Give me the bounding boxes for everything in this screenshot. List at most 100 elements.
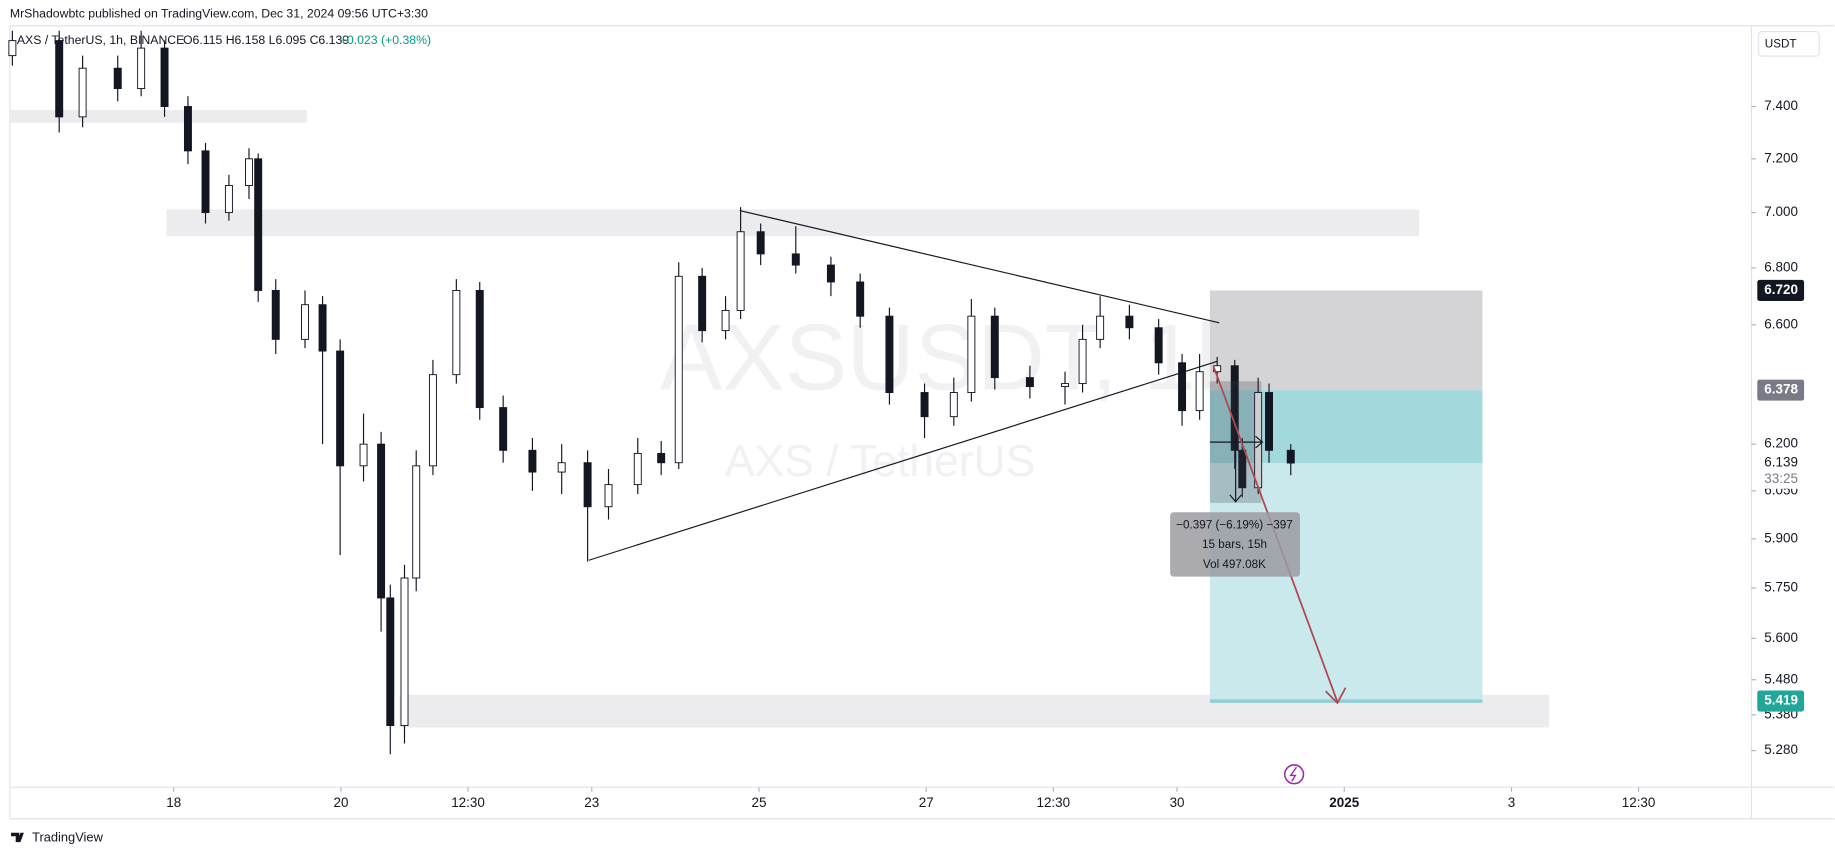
currency-label[interactable]: USDT <box>1765 38 1797 51</box>
y-tick-label: 6.800 <box>1764 259 1798 274</box>
candle-body <box>183 106 192 152</box>
zones <box>9 109 1550 728</box>
measure-tooltip <box>1170 512 1300 577</box>
candle-body <box>885 315 894 394</box>
position-tool <box>1209 290 1483 703</box>
x-tick-label: 18 <box>166 795 181 810</box>
last-price-bg <box>1754 453 1807 489</box>
candle-body <box>1195 371 1204 412</box>
candle-body <box>633 452 642 486</box>
candle-body <box>698 275 707 332</box>
candle-body <box>736 231 745 311</box>
candle-body <box>1238 449 1247 489</box>
candle-body <box>1178 362 1187 412</box>
candle-body <box>428 374 437 467</box>
x-tick-label: 30 <box>1170 795 1185 810</box>
zone <box>9 109 307 123</box>
ohlc-info: O6.115 H6.158 L6.095 C6.139 <box>183 33 349 47</box>
candle-body <box>245 158 253 186</box>
projection-arrow-head <box>1325 687 1347 705</box>
candle-body <box>160 47 169 107</box>
candle-body <box>1096 315 1105 340</box>
candle-body <box>1078 338 1087 385</box>
x-tick-label: 2025 <box>1329 795 1359 810</box>
candle-body <box>528 449 537 473</box>
trendline-lower <box>588 360 1218 561</box>
y-tick-label: 5.280 <box>1764 742 1798 757</box>
candle-body <box>1154 327 1163 364</box>
candle-body <box>721 309 730 332</box>
last-price-label: 6.139 <box>1764 455 1798 470</box>
measure-bars: 15 bars, 15h <box>1202 538 1267 551</box>
events-icon[interactable] <box>1284 764 1305 785</box>
candle-body <box>318 304 327 352</box>
candle-body <box>1265 392 1273 451</box>
candle-body <box>856 281 865 317</box>
candle-body <box>1125 315 1134 329</box>
candle-body <box>55 40 64 118</box>
y-tick-label: 5.900 <box>1764 530 1798 545</box>
stop-price-label-bg <box>1757 279 1805 301</box>
x-tick-label: 12:30 <box>1622 795 1656 810</box>
candles <box>8 30 1295 755</box>
candle-body <box>1286 449 1295 464</box>
candle-body <box>990 315 999 379</box>
candle-body <box>475 289 484 409</box>
candle-body <box>1061 383 1069 388</box>
candle-body <box>949 392 958 418</box>
logo-mark <box>11 832 24 843</box>
candle-body <box>657 452 666 464</box>
target-price-label: 5.419 <box>1764 693 1798 708</box>
measure-arrow-head <box>1255 435 1264 449</box>
measure-arrow-head <box>1229 494 1242 503</box>
y-tick-label: 5.750 <box>1764 579 1798 594</box>
candle-body <box>336 350 345 467</box>
x-tick-label: 12:30 <box>451 795 485 810</box>
candle-body <box>791 253 800 266</box>
candle-body <box>557 462 566 473</box>
candle-body <box>137 47 146 90</box>
candle-body <box>1025 377 1034 388</box>
ticks <box>173 105 1757 792</box>
candle-body <box>412 465 421 579</box>
y-tick-label: 7.200 <box>1764 150 1798 165</box>
candle-body <box>1230 365 1239 451</box>
candle-body <box>826 264 835 283</box>
y-tick-label: 6.600 <box>1764 316 1798 331</box>
x-tick-label: 3 <box>1508 795 1515 810</box>
candle-body <box>377 443 386 599</box>
candle-body <box>386 597 395 727</box>
candle-body <box>224 185 233 214</box>
x-tick-label: 23 <box>584 795 599 810</box>
events-icon-bolt <box>1289 766 1298 782</box>
y-tick-label: 6.200 <box>1764 436 1798 451</box>
candle-body <box>604 484 613 508</box>
candle-body <box>583 462 592 508</box>
x-tick-label: 27 <box>919 795 934 810</box>
measure-volume: Vol 497.08K <box>1203 558 1266 571</box>
legend: AXS / TetherUS, 1h, BINANCE O6.115 H6.15… <box>17 33 431 47</box>
candle-body <box>113 67 122 90</box>
candle-body <box>674 275 683 464</box>
y-tick-label: 7.000 <box>1764 204 1798 219</box>
candle-body <box>301 304 309 340</box>
x-tick-label: 12:30 <box>1036 795 1070 810</box>
x-tick-label: 25 <box>752 795 767 810</box>
logo-text: TradingView <box>32 829 103 844</box>
publish-info: MrShadowbtc published on TradingView.com… <box>10 6 428 20</box>
stop-zone <box>1209 290 1483 391</box>
footer: TradingView <box>11 829 104 844</box>
watermark-name: AXS / TetherUS <box>725 437 1035 486</box>
candle-body <box>359 443 368 467</box>
candle-body <box>756 231 765 255</box>
currency-button[interactable] <box>1757 30 1820 57</box>
y-tick-label: 5.480 <box>1764 671 1798 686</box>
candle-body <box>452 289 461 376</box>
countdown: 33:25 <box>1764 471 1798 486</box>
change-info: +0.023 (+0.38%) <box>340 33 431 47</box>
candle-body <box>499 407 508 451</box>
candle-body <box>920 392 929 418</box>
measure-change: −0.397 (−6.19%) −397 <box>1176 518 1293 531</box>
candle-body <box>967 315 976 394</box>
